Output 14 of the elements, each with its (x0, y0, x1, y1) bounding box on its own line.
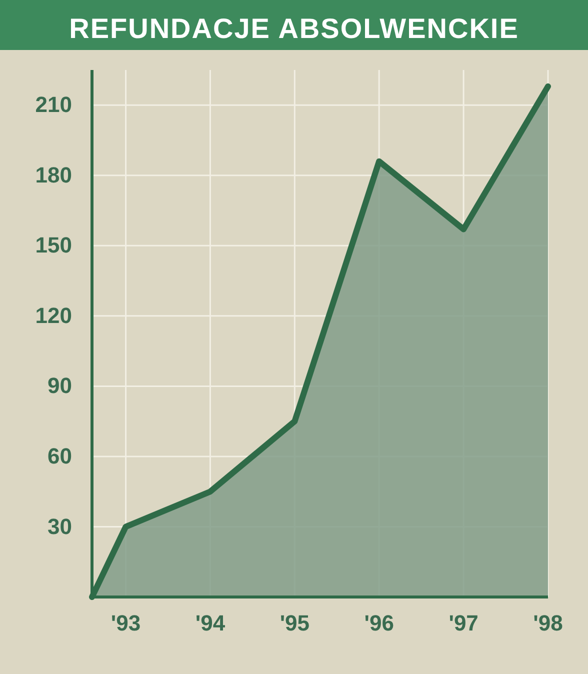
y-tick-label: 90 (48, 373, 72, 398)
y-tick-label: 30 (48, 514, 72, 539)
y-tick-label: 60 (48, 444, 72, 469)
x-tick-label: '95 (280, 610, 310, 636)
x-tick-label: '97 (448, 610, 478, 636)
x-tick-label: '94 (195, 610, 226, 636)
x-tick-label: '96 (364, 610, 394, 636)
y-tick-label: 180 (35, 162, 72, 188)
x-tick-label: '98 (533, 610, 563, 636)
y-tick-label: 210 (35, 92, 72, 118)
chart-title: REFUNDACJE ABSOLWENCKIE (69, 13, 519, 44)
y-tick-label: 120 (35, 302, 72, 328)
y-tick-label: 150 (35, 232, 72, 258)
x-tick-label: '93 (110, 610, 141, 636)
